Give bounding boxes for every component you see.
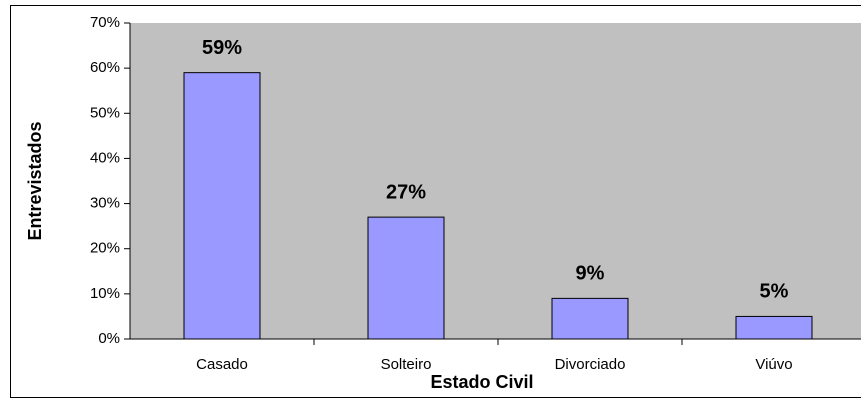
data-label: 5% [760, 281, 789, 303]
y-tick-label: 10% [90, 285, 120, 302]
data-label: 9% [576, 263, 605, 285]
data-label: 59% [202, 37, 242, 59]
y-axis-title: Entrevistados [25, 121, 45, 240]
data-label: 27% [386, 181, 426, 203]
bar [551, 297, 629, 340]
y-tick-label: 20% [90, 240, 120, 257]
y-tick-label: 40% [90, 149, 120, 166]
x-tick-label: Viúvo [755, 356, 792, 373]
y-tick-label: 60% [90, 59, 120, 76]
x-axis-title: Estado Civil [430, 372, 533, 392]
x-tick-label: Casado [196, 356, 248, 373]
y-tick-label: 30% [90, 195, 120, 212]
y-tick-label: 70% [90, 14, 120, 31]
bar [183, 72, 261, 340]
y-tick-label: 50% [90, 104, 120, 121]
bar [735, 315, 813, 340]
x-tick-label: Solteiro [381, 356, 432, 373]
y-tick-label: 0% [98, 330, 120, 347]
x-tick-label: Divorciado [555, 356, 626, 373]
bar [367, 216, 445, 340]
